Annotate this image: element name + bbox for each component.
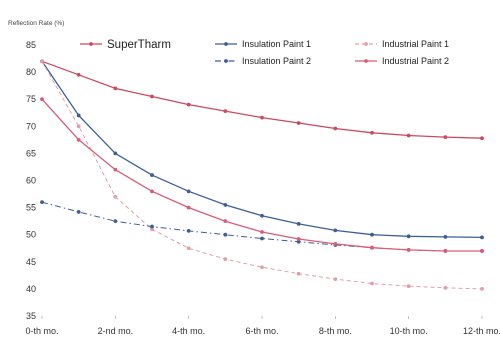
x-tick-label: 0-th mo.: [25, 326, 58, 336]
data-point: [113, 194, 118, 199]
x-tick-label: 8-th mo.: [319, 326, 352, 336]
y-tick-label: 35: [26, 311, 36, 321]
series-group: [40, 59, 484, 291]
y-axis-label: Reflection Rate (%): [8, 20, 64, 27]
legend-label-1: SuperTharm: [107, 39, 171, 51]
data-point: [186, 229, 191, 233]
data-point: [406, 234, 411, 239]
data-point: [443, 234, 448, 239]
data-point: [150, 227, 154, 232]
data-point: [480, 235, 484, 240]
y-tick-label: 40: [26, 284, 36, 294]
data-point: [296, 121, 301, 125]
legend-label-2: Insulation Paint 1: [242, 39, 311, 49]
data-point: [186, 189, 191, 194]
data-point: [406, 133, 411, 138]
data-point: [296, 221, 301, 226]
data-point: [150, 224, 154, 229]
data-point: [406, 247, 411, 252]
data-point: [333, 126, 338, 131]
data-point: [113, 151, 118, 156]
data-point: [76, 210, 81, 214]
data-point: [370, 281, 374, 286]
axes: 35 40 45 50 55 60 65 70 75 80 85 0-th mo. 2-nd mo. 4-…: [25, 40, 500, 336]
data-point: [113, 219, 118, 224]
data-point: [223, 109, 228, 114]
y-tick-label: 70: [26, 121, 36, 131]
data-point: [260, 213, 264, 218]
data-point: [76, 72, 81, 77]
data-point: [76, 137, 81, 142]
data-point: [186, 205, 191, 210]
data-point: [150, 173, 154, 177]
data-point: [406, 284, 411, 289]
data-point: [260, 230, 264, 234]
data-point: [76, 124, 81, 129]
y-tick-label: 50: [26, 230, 36, 240]
data-point: [150, 94, 154, 99]
legend-marker-2: [224, 42, 228, 46]
data-point: [296, 271, 301, 276]
data-point: [40, 200, 44, 205]
legend-marker-1: [89, 42, 93, 46]
data-point: [150, 189, 154, 194]
data-point: [186, 102, 191, 107]
data-point: [40, 59, 44, 64]
data-point: [260, 265, 264, 270]
y-tick-label: 80: [26, 67, 36, 77]
x-tick-label: 2-nd mo.: [98, 326, 134, 336]
y-tick-label: 65: [26, 148, 36, 158]
data-point: [40, 97, 44, 102]
data-point: [443, 135, 448, 140]
data-point: [480, 287, 484, 291]
y-tick-label: 75: [26, 94, 36, 104]
y-tick-label: 55: [26, 203, 36, 213]
legend-marker-5: [364, 59, 368, 63]
data-point: [370, 245, 374, 250]
legend-label-4: Insulation Paint 2: [242, 56, 311, 66]
legend-label-3: Industrial Paint 1: [382, 39, 449, 49]
data-point: [76, 113, 81, 118]
data-point: [333, 277, 338, 282]
data-point: [296, 237, 301, 241]
x-tick-label: 12-th mo.: [463, 326, 500, 336]
data-point: [443, 285, 448, 290]
data-point: [443, 249, 448, 253]
data-point: [370, 130, 374, 135]
data-point: [113, 167, 118, 172]
legend-marker-4: [224, 59, 228, 63]
data-point: [113, 86, 118, 91]
y-tick-label: 60: [26, 176, 36, 186]
data-point: [223, 232, 228, 237]
data-point: [260, 115, 264, 120]
data-point: [223, 219, 228, 224]
y-tick-label: 85: [26, 40, 36, 50]
data-point: [223, 202, 228, 207]
x-tick-label: 10-th mo.: [390, 326, 428, 336]
data-point: [186, 246, 191, 251]
data-point: [223, 257, 228, 261]
legend-marker-3: [364, 42, 368, 46]
data-point: [480, 136, 484, 141]
y-tick-label: 45: [26, 257, 36, 267]
data-point: [333, 242, 338, 246]
x-tick-label: 4-th mo.: [172, 326, 205, 336]
legend-label-5: Industrial Paint 2: [382, 56, 449, 66]
data-point: [260, 236, 264, 241]
data-point: [333, 228, 338, 233]
data-point: [296, 239, 301, 244]
data-point: [370, 232, 374, 237]
x-tick-label: 6-th mo.: [245, 326, 278, 336]
legend: SuperTharm Insulation Paint 1 Industrial P…: [80, 39, 449, 66]
data-point: [480, 249, 484, 253]
